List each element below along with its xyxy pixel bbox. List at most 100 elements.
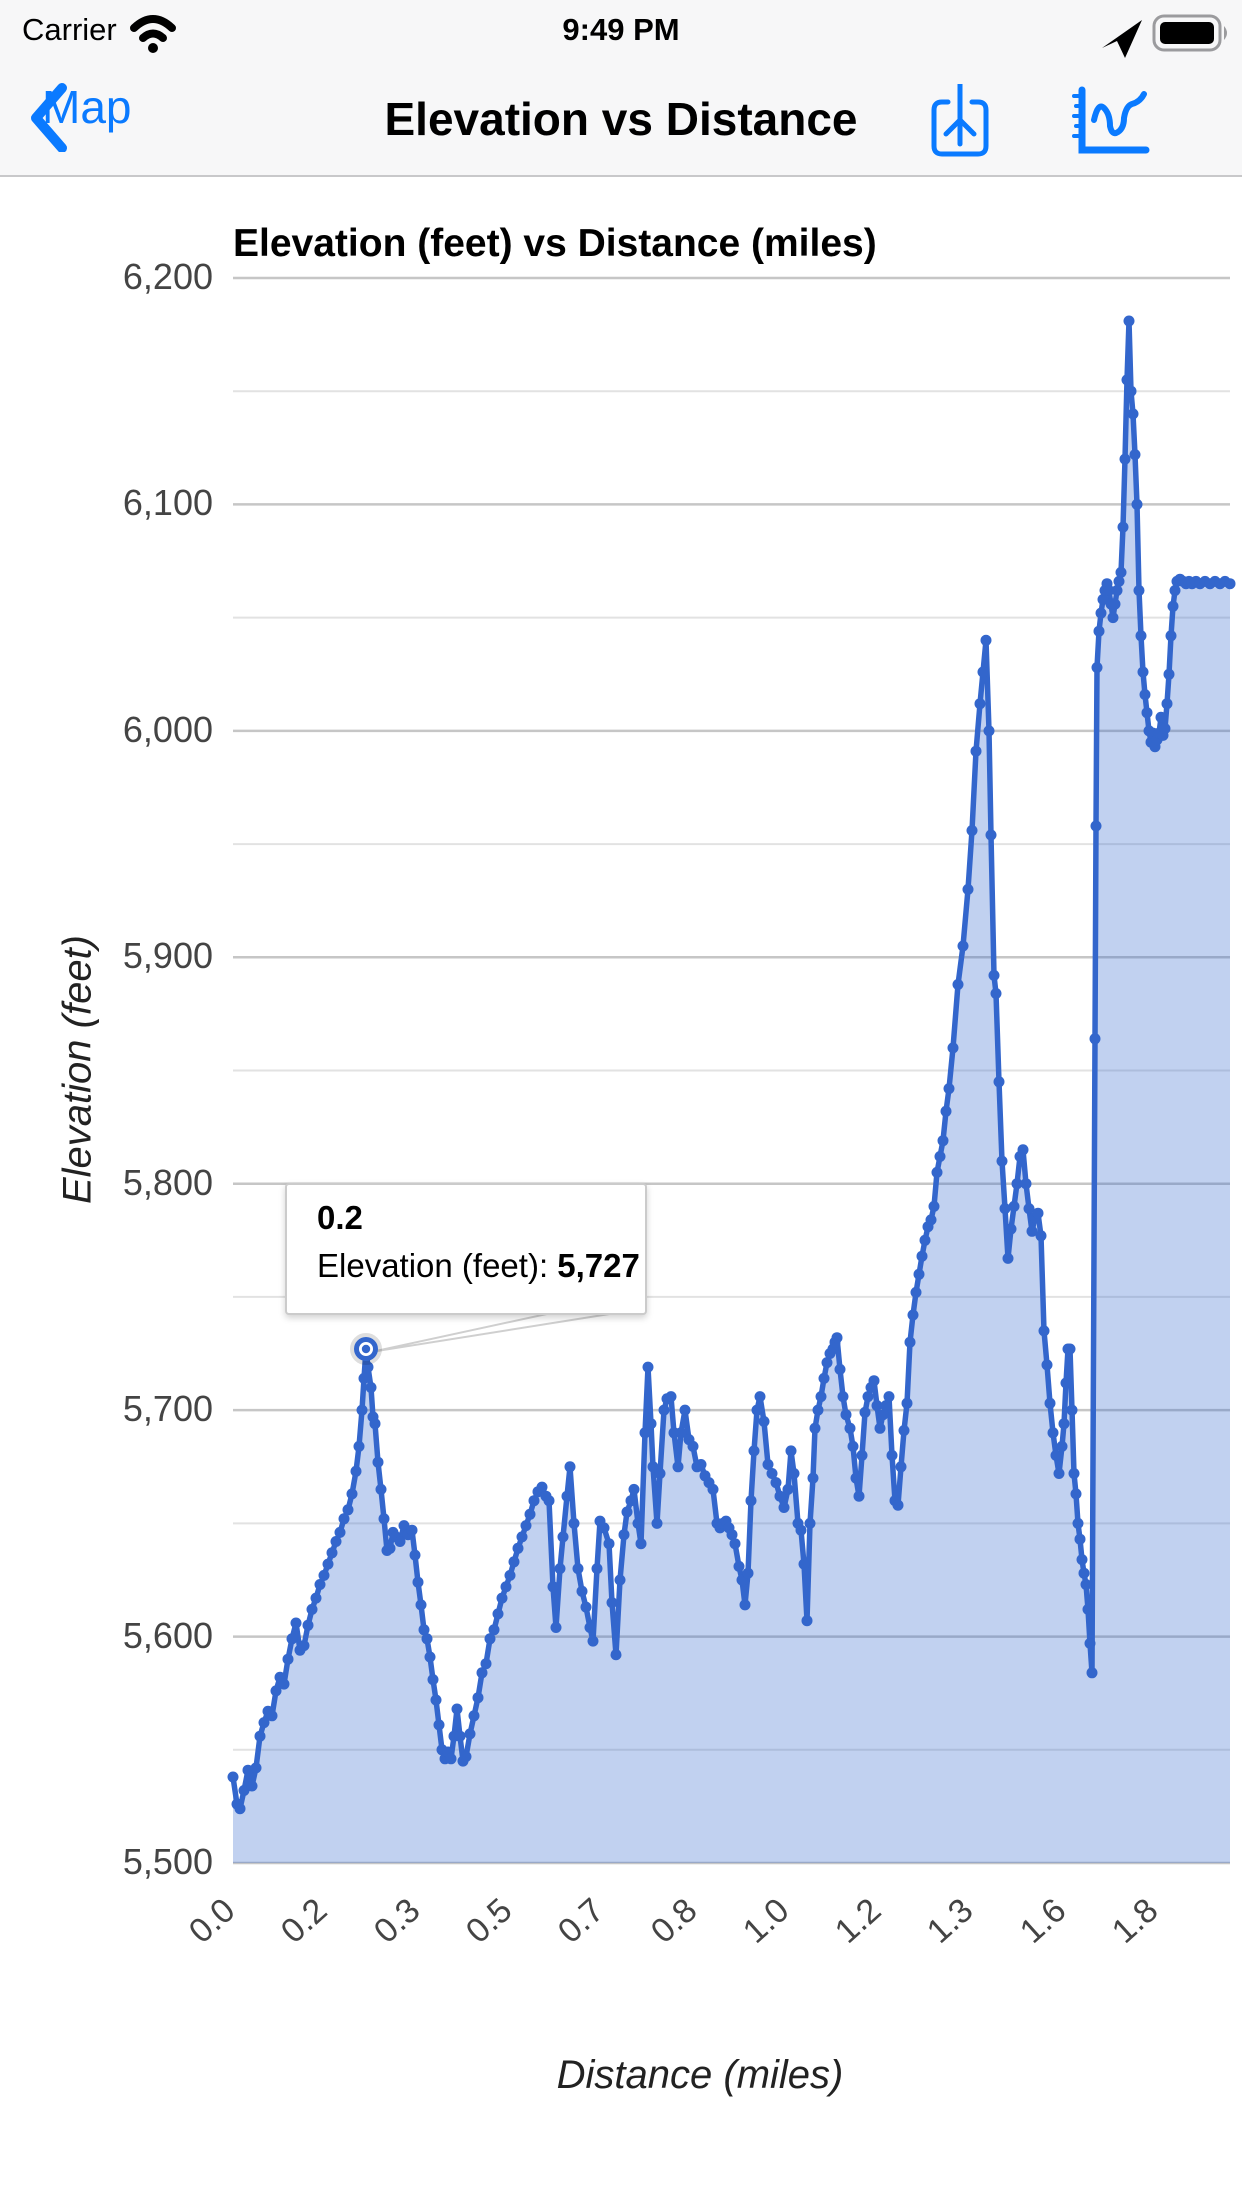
- data-point[interactable]: [1044, 1397, 1056, 1409]
- data-point[interactable]: [1026, 1225, 1038, 1237]
- data-point[interactable]: [1060, 1377, 1072, 1389]
- data-point[interactable]: [907, 1309, 919, 1321]
- data-point[interactable]: [278, 1678, 290, 1690]
- data-point[interactable]: [850, 1472, 862, 1484]
- data-point[interactable]: [1119, 453, 1131, 465]
- data-point[interactable]: [733, 1560, 745, 1572]
- data-point[interactable]: [798, 1558, 810, 1570]
- back-button[interactable]: Map: [28, 80, 131, 152]
- data-point[interactable]: [999, 1203, 1011, 1215]
- data-point[interactable]: [1041, 1359, 1053, 1371]
- data-point[interactable]: [726, 1529, 738, 1541]
- data-point[interactable]: [484, 1633, 496, 1645]
- data-point[interactable]: [1047, 1427, 1059, 1439]
- data-point[interactable]: [642, 1361, 654, 1373]
- data-point[interactable]: [520, 1520, 532, 1532]
- data-point[interactable]: [892, 1499, 904, 1511]
- data-point[interactable]: [1058, 1418, 1070, 1430]
- data-point[interactable]: [913, 1268, 925, 1280]
- data-point[interactable]: [424, 1651, 436, 1663]
- data-point[interactable]: [1020, 1178, 1032, 1190]
- data-point[interactable]: [1005, 1223, 1017, 1235]
- data-point[interactable]: [904, 1336, 916, 1348]
- data-point[interactable]: [1107, 612, 1119, 624]
- data-point[interactable]: [1011, 1178, 1023, 1190]
- data-point[interactable]: [496, 1592, 508, 1604]
- data-point[interactable]: [430, 1694, 442, 1706]
- data-point[interactable]: [1078, 1567, 1090, 1579]
- data-point[interactable]: [587, 1635, 599, 1647]
- data-point[interactable]: [1023, 1203, 1035, 1215]
- data-point[interactable]: [568, 1517, 580, 1529]
- data-point[interactable]: [557, 1531, 569, 1543]
- data-point[interactable]: [358, 1372, 370, 1384]
- data-point[interactable]: [500, 1581, 512, 1593]
- data-point[interactable]: [883, 1391, 895, 1403]
- data-point[interactable]: [460, 1751, 472, 1763]
- data-point[interactable]: [1167, 600, 1179, 612]
- data-point[interactable]: [492, 1608, 504, 1620]
- data-point[interactable]: [996, 1155, 1008, 1167]
- data-point[interactable]: [1076, 1554, 1088, 1566]
- data-point[interactable]: [1165, 630, 1177, 642]
- data-point[interactable]: [1141, 707, 1153, 719]
- data-point[interactable]: [1109, 598, 1121, 610]
- data-point[interactable]: [1129, 449, 1141, 461]
- data-point[interactable]: [528, 1495, 540, 1507]
- data-point[interactable]: [1115, 566, 1127, 578]
- data-point[interactable]: [227, 1771, 239, 1783]
- data-point[interactable]: [632, 1517, 644, 1529]
- data-point[interactable]: [1002, 1252, 1014, 1264]
- data-point[interactable]: [330, 1536, 342, 1547]
- data-point[interactable]: [464, 1728, 476, 1740]
- data-point[interactable]: [804, 1517, 816, 1529]
- data-point[interactable]: [1137, 666, 1149, 678]
- data-point[interactable]: [853, 1490, 865, 1502]
- data-point[interactable]: [610, 1649, 622, 1661]
- data-point[interactable]: [394, 1536, 406, 1547]
- data-point[interactable]: [943, 1083, 955, 1095]
- data-point[interactable]: [651, 1517, 663, 1529]
- data-point[interactable]: [1035, 1230, 1047, 1242]
- data-point[interactable]: [1068, 1468, 1080, 1479]
- data-point[interactable]: [398, 1520, 410, 1532]
- data-point[interactable]: [603, 1538, 615, 1550]
- data-point[interactable]: [774, 1490, 786, 1502]
- data-point[interactable]: [628, 1483, 640, 1495]
- data-point[interactable]: [1159, 723, 1171, 735]
- data-point[interactable]: [809, 1422, 821, 1434]
- data-point[interactable]: [310, 1592, 322, 1604]
- data-point[interactable]: [754, 1391, 766, 1403]
- data-point[interactable]: [758, 1416, 770, 1427]
- data-point[interactable]: [1155, 711, 1167, 723]
- data-point[interactable]: [1135, 630, 1147, 642]
- data-point[interactable]: [409, 1549, 421, 1561]
- data-point[interactable]: [1091, 662, 1103, 673]
- data-point[interactable]: [365, 1382, 377, 1393]
- data-point[interactable]: [672, 1461, 684, 1473]
- data-point[interactable]: [1056, 1440, 1068, 1452]
- data-point[interactable]: [266, 1710, 278, 1722]
- data-point[interactable]: [985, 829, 997, 841]
- data-point[interactable]: [384, 1542, 396, 1554]
- data-point[interactable]: [966, 825, 978, 836]
- data-point[interactable]: [880, 1400, 892, 1412]
- data-point[interactable]: [625, 1495, 637, 1507]
- data-point[interactable]: [801, 1615, 813, 1627]
- data-point[interactable]: [362, 1361, 374, 1373]
- data-point[interactable]: [246, 1780, 258, 1792]
- data-point[interactable]: [270, 1685, 282, 1697]
- data-point[interactable]: [1080, 1579, 1092, 1590]
- data-point[interactable]: [1097, 594, 1109, 605]
- data-point[interactable]: [862, 1391, 874, 1403]
- data-point[interactable]: [840, 1409, 852, 1421]
- data-point[interactable]: [369, 1418, 381, 1430]
- data-point[interactable]: [1139, 689, 1151, 701]
- data-point[interactable]: [770, 1477, 782, 1489]
- data-point[interactable]: [675, 1427, 687, 1439]
- data-point[interactable]: [837, 1391, 849, 1403]
- data-point[interactable]: [916, 1250, 928, 1262]
- data-point[interactable]: [812, 1404, 824, 1416]
- data-point[interactable]: [378, 1513, 390, 1525]
